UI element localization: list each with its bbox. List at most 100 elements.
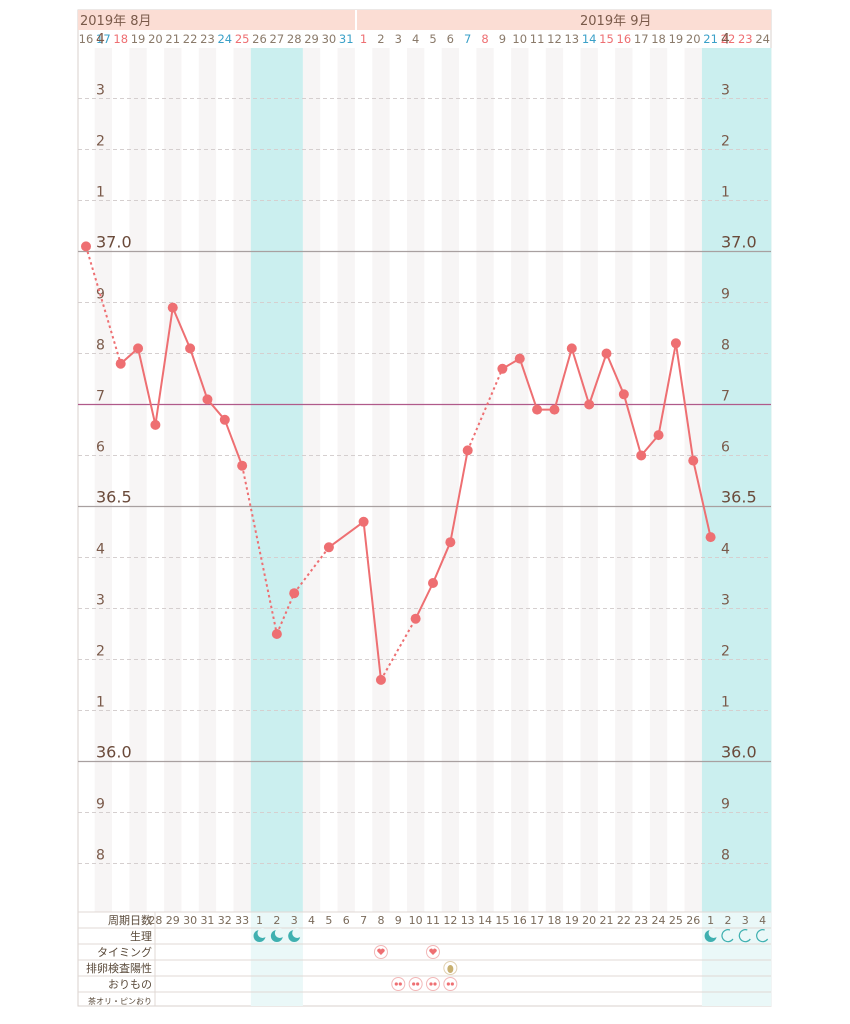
date-label: 25 [235, 32, 250, 46]
data-point [237, 460, 248, 471]
cycle-day-number: 5 [325, 914, 332, 927]
series-segment [154, 307, 174, 426]
data-point [618, 389, 629, 400]
date-label: 23 [200, 32, 215, 46]
data-point [358, 516, 369, 527]
data-point [428, 578, 438, 588]
y-tick-label-left: 8 [96, 338, 105, 354]
date-label: 31 [339, 32, 354, 46]
cycle-day-number: 22 [617, 914, 631, 927]
series-segment [328, 520, 365, 549]
cycle-day-number: 12 [443, 914, 457, 927]
cycle-day-number: 21 [600, 914, 614, 927]
y-tick-label-right: 3 [721, 593, 730, 609]
day-stripe [615, 48, 633, 912]
cycle-day-number: 4 [308, 914, 315, 927]
date-label: 24 [217, 32, 232, 46]
y-major-label-right: 36.5 [721, 488, 757, 507]
y-tick-label-right: 7 [721, 389, 730, 405]
day-stripe [684, 48, 702, 912]
cycle-day-number: 1 [256, 914, 263, 927]
y-major-label-right: 36.0 [721, 743, 757, 762]
day-stripe [302, 48, 321, 912]
period-moon-icon [270, 928, 285, 942]
data-point [202, 394, 213, 405]
y-tick-label-left: 2 [96, 134, 105, 150]
y-tick-label-left: 2 [96, 644, 105, 660]
timing-heart-icon [426, 945, 440, 959]
y-tick-label-left: 1 [96, 695, 105, 711]
series-segment [189, 348, 209, 400]
data-point [705, 532, 716, 543]
data-point [289, 588, 300, 599]
cycle-day-number: 11 [426, 914, 440, 927]
cycle-day-number: 3 [742, 914, 749, 927]
cycle-day-number: 15 [495, 914, 509, 927]
y-tick-label-right: 1 [721, 695, 730, 711]
data-point [549, 404, 560, 415]
cycle-day-number: 29 [166, 914, 180, 927]
y-tick-label-right: 4 [721, 542, 730, 558]
data-point [636, 450, 647, 461]
date-label: 8 [481, 32, 488, 46]
date-label: 22 [183, 32, 198, 46]
series-segment [362, 521, 382, 681]
date-label: 17 [96, 32, 111, 46]
cycle-day-number: 4 [759, 914, 766, 927]
day-stripe [406, 48, 425, 912]
date-label: 14 [582, 32, 597, 46]
cycle-day-number: 30 [183, 914, 197, 927]
cycle-day-number: 20 [582, 914, 596, 927]
row-discharge-label: おりもの [108, 978, 152, 991]
period-moon-icon [288, 928, 303, 942]
series-segment [223, 419, 244, 467]
row-timing-label: タイミング [97, 945, 152, 959]
data-point [566, 343, 577, 354]
cycle-day-number: 3 [291, 914, 298, 927]
period-moon-icon [721, 929, 734, 943]
y-tick-label-right: 2 [721, 134, 730, 150]
cycle-day-number: 10 [409, 914, 423, 927]
series-segment [449, 450, 469, 543]
date-label: 5 [429, 32, 436, 46]
cycle-day-number: 13 [461, 914, 475, 927]
row-brown-label: 茶オリ・ピンおり [88, 996, 152, 1006]
data-point [271, 629, 282, 639]
y-tick-label-left: 4 [96, 32, 105, 48]
data-point [670, 338, 681, 349]
cycle-day-number: 7 [360, 914, 367, 927]
y-tick-label-right: 3 [721, 83, 730, 99]
cycle-day-number: 19 [565, 914, 579, 927]
y-tick-label-left: 3 [96, 83, 105, 99]
series-segment [605, 353, 625, 395]
date-label: 26 [252, 32, 267, 46]
date-label: 17 [634, 32, 649, 46]
y-major-label-left: 36.5 [96, 488, 132, 507]
date-label: 24 [755, 32, 770, 46]
cycle-day-number: 2 [273, 914, 280, 927]
discharge-icon [408, 977, 423, 991]
y-tick-label-right: 9 [721, 287, 730, 303]
y-major-label-right: 37.0 [721, 233, 757, 252]
month-label-right: 2019年 9月 [580, 14, 652, 29]
series-segment [275, 592, 296, 635]
series-segment [588, 353, 608, 405]
data-point [445, 537, 456, 548]
row-cycle-day-label: 周期日数 [108, 914, 152, 927]
date-label: 18 [651, 32, 666, 46]
y-tick-label-left: 9 [96, 797, 105, 813]
data-point [653, 430, 664, 441]
date-label: 3 [395, 32, 402, 46]
data-point [323, 542, 334, 553]
discharge-icon [391, 977, 406, 991]
data-point [150, 419, 161, 430]
data-point [601, 348, 612, 359]
period-band [250, 48, 303, 912]
series-segment [241, 465, 278, 635]
data-point [584, 399, 595, 410]
y-tick-label-right: 6 [721, 440, 730, 456]
date-label: 2 [377, 32, 384, 46]
date-label: 16 [79, 32, 94, 46]
period-moon-icon [738, 929, 751, 943]
